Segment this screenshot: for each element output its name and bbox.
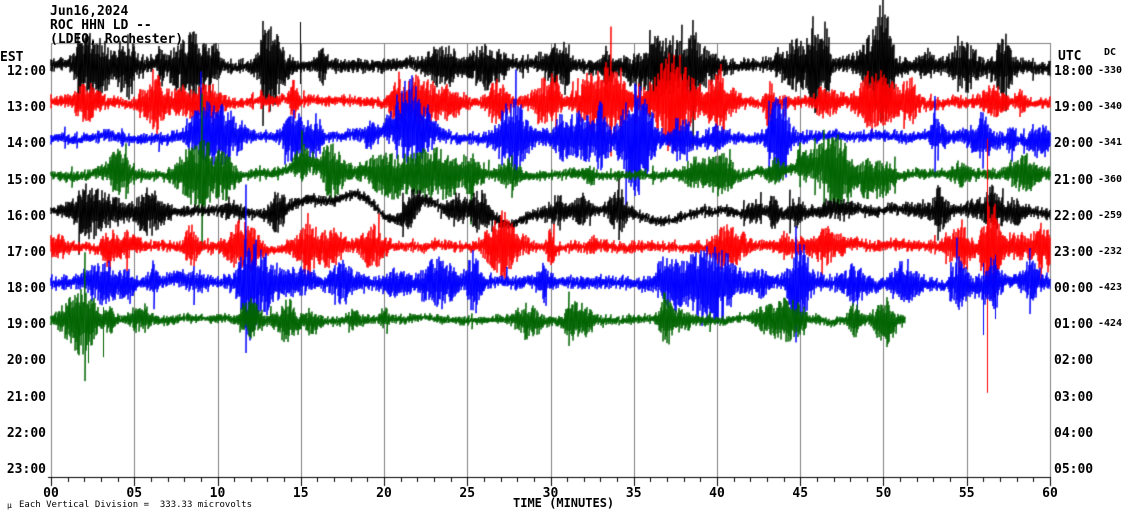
utc-time-label: 05:00 xyxy=(1054,461,1094,477)
est-time-label: 13:00 xyxy=(6,100,46,116)
dc-value: -360 xyxy=(1098,173,1123,185)
x-tick-label: 55 xyxy=(958,486,975,501)
est-time-label: 21:00 xyxy=(6,389,46,405)
dc-value: -259 xyxy=(1098,209,1123,221)
est-time-label: 22:00 xyxy=(6,425,46,441)
utc-time-label: 21:00 xyxy=(1054,172,1094,188)
est-time-label: 20:00 xyxy=(6,353,46,369)
x-tick-label: 30 xyxy=(542,486,559,501)
est-time-label: 18:00 xyxy=(6,281,46,296)
dc-column-header: DC xyxy=(1104,47,1117,58)
title-date: Jun16,2024 xyxy=(50,4,129,19)
dc-value: -340 xyxy=(1098,101,1123,113)
utc-time-label: 01:00 xyxy=(1054,317,1094,333)
est-time-label: 23:00 xyxy=(6,461,46,477)
x-tick-label: 20 xyxy=(376,486,392,501)
x-tick-label: 00 xyxy=(43,486,59,501)
x-tick-label: 25 xyxy=(459,486,476,501)
est-time-label: 15:00 xyxy=(6,172,46,188)
x-tick-label: 35 xyxy=(625,486,642,501)
x-tick-label: 50 xyxy=(875,486,892,501)
utc-time-label: 22:00 xyxy=(1054,208,1094,224)
dc-value: -423 xyxy=(1098,282,1123,293)
est-time-label: 14:00 xyxy=(6,136,46,152)
dc-value: -341 xyxy=(1098,137,1123,149)
title-location: (LDEO, Rochester) xyxy=(50,32,184,47)
utc-time-label: 20:00 xyxy=(1054,136,1094,152)
utc-time-label: 02:00 xyxy=(1054,353,1094,369)
utc-time-label: 23:00 xyxy=(1054,244,1094,260)
title-station: ROC HHN LD -- xyxy=(50,18,152,33)
x-tick-label: 60 xyxy=(1042,486,1058,501)
x-tick-label: 45 xyxy=(792,486,809,501)
dc-value: -330 xyxy=(1098,65,1123,76)
utc-time-label: 03:00 xyxy=(1054,389,1094,405)
est-time-label: 16:00 xyxy=(6,208,46,224)
utc-time-label: 04:00 xyxy=(1054,425,1094,441)
x-tick-label: 10 xyxy=(209,486,226,501)
utc-time-label: 00:00 xyxy=(1054,281,1094,296)
x-tick-label: 40 xyxy=(709,486,725,501)
micro-symbol: µ xyxy=(7,501,12,510)
right-axis-header: UTC xyxy=(1058,49,1082,64)
left-axis-header: EST xyxy=(0,50,24,65)
dc-value: -232 xyxy=(1098,245,1123,257)
utc-time-label: 18:00 xyxy=(1054,64,1094,79)
x-axis-title: TIME (MINUTES) xyxy=(513,496,615,510)
dc-value: -424 xyxy=(1098,318,1123,330)
x-tick-label: 05 xyxy=(126,486,143,501)
scale-note: Each Vertical Division = 333.33 microvol… xyxy=(19,500,252,510)
est-time-label: 12:00 xyxy=(6,64,46,79)
est-time-label: 17:00 xyxy=(6,244,46,260)
est-time-label: 19:00 xyxy=(6,317,46,333)
utc-time-label: 19:00 xyxy=(1054,100,1094,116)
x-tick-label: 15 xyxy=(292,486,309,501)
